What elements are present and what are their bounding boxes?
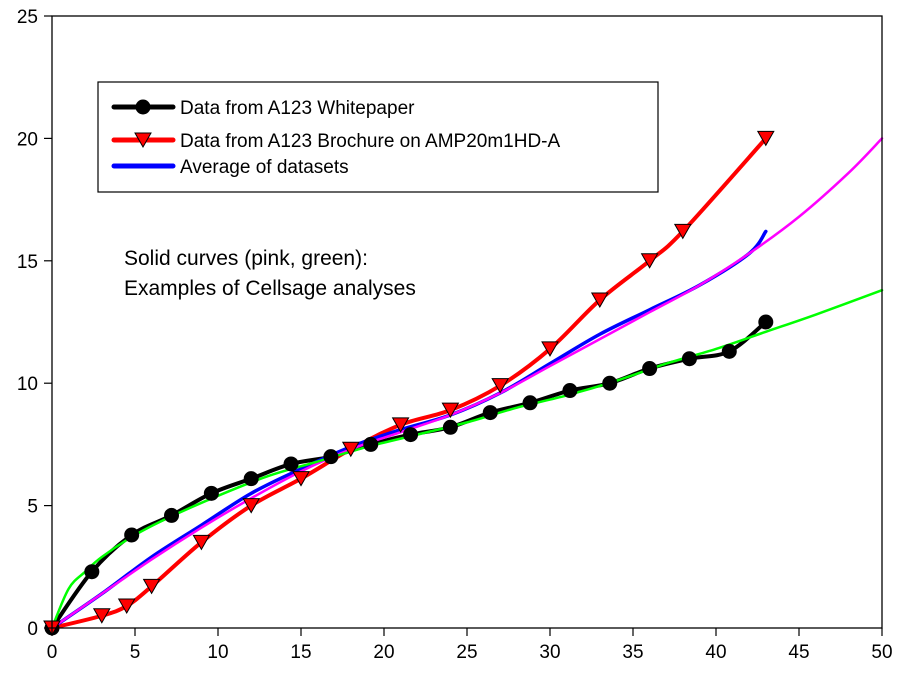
data-point-brochure [590, 292, 609, 308]
data-point-whitepaper [323, 449, 339, 465]
data-point-brochure [92, 608, 111, 624]
data-point-whitepaper [84, 564, 100, 580]
data-point-brochure [192, 534, 211, 551]
data-point-whitepaper [642, 361, 658, 377]
data-point-whitepaper [602, 375, 618, 391]
legend-label-average: Average of datasets [180, 157, 349, 178]
y-axis: 0 5 10 15 20 25 [17, 7, 52, 640]
legend: Data from A123 Whitepaper Data from A123… [97, 81, 659, 193]
x-axis: 0 5 10 15 20 25 30 35 40 45 50 [47, 628, 893, 663]
data-point-whitepaper [124, 527, 140, 543]
data-point-whitepaper [403, 427, 419, 443]
data-point-brochure [441, 402, 460, 419]
data-point-brochure [640, 253, 659, 269]
legend-label-whitepaper: Data from A123 Whitepaper [180, 98, 415, 119]
data-point-brochure [391, 417, 410, 433]
y-tick-label: 20 [17, 129, 38, 150]
y-tick-label: 5 [27, 497, 38, 518]
data-point-whitepaper [522, 395, 538, 411]
data-point-whitepaper [203, 485, 219, 501]
data-point-brochure [756, 130, 775, 147]
data-point-whitepaper [562, 383, 578, 399]
data-point-whitepaper [243, 471, 259, 487]
x-tick-label: 45 [788, 642, 809, 663]
series-line-3 [50, 137, 884, 630]
x-tick-label: 25 [456, 642, 477, 663]
data-point-whitepaper [283, 456, 299, 472]
data-point-whitepaper [681, 351, 697, 367]
x-tick-label: 35 [622, 642, 643, 663]
x-tick-label: 15 [290, 642, 311, 663]
y-tick-label: 15 [17, 252, 38, 273]
annotation-line-2: Examples of Cellsage analyses [124, 277, 416, 300]
y-tick-label: 25 [17, 7, 38, 28]
data-point-whitepaper [758, 314, 774, 330]
x-tick-label: 50 [871, 642, 892, 663]
data-point-brochure [491, 378, 510, 394]
data-point-whitepaper [442, 419, 458, 435]
series-line-4 [50, 288, 884, 630]
legend-marker-brochure [134, 132, 152, 149]
data-point-whitepaper [482, 405, 498, 421]
x-tick-label: 30 [539, 642, 560, 663]
data-point-brochure [242, 498, 261, 514]
series-line-1 [50, 136, 768, 630]
legend-marker-whitepaper [135, 99, 151, 115]
data-point-whitepaper [164, 507, 180, 523]
data-point-whitepaper [721, 343, 737, 359]
data-point-brochure [292, 471, 310, 487]
y-tick-label: 10 [17, 374, 38, 395]
data-point-brochure [341, 441, 360, 458]
series-layer [43, 130, 884, 637]
data-point-whitepaper [363, 436, 379, 452]
data-point-brochure [117, 598, 136, 614]
legend-box [97, 81, 659, 193]
x-tick-label: 10 [207, 642, 228, 663]
x-tick-label: 0 [47, 642, 58, 663]
x-tick-label: 5 [130, 642, 141, 663]
data-point-brochure [673, 223, 692, 240]
y-tick-label: 0 [27, 619, 38, 640]
data-point-brochure [541, 341, 559, 357]
legend-label-brochure: Data from A123 Brochure on AMP20m1HD-A [180, 131, 561, 152]
annotation-line-1: Solid curves (pink, green): [124, 247, 368, 270]
x-tick-label: 40 [705, 642, 726, 663]
data-point-brochure [142, 578, 161, 595]
x-tick-label: 20 [373, 642, 394, 663]
